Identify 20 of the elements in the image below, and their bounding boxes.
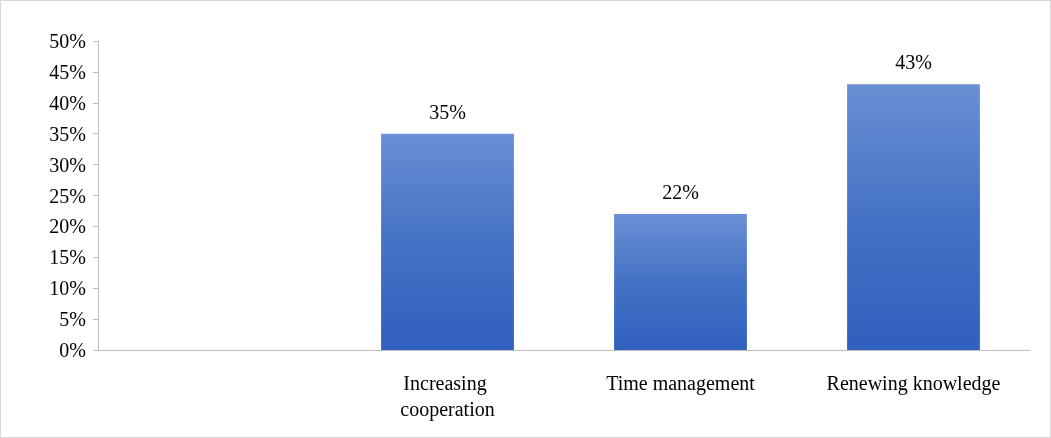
y-tick-label: 5%	[59, 308, 86, 331]
y-tick-label: 20%	[49, 215, 86, 238]
bar	[381, 133, 514, 350]
y-tick-label: 35%	[49, 122, 86, 145]
y-tick-label: 0%	[59, 339, 86, 361]
x-tick-label: Renewing knowledge	[826, 372, 1001, 395]
y-tick-label: 50%	[49, 30, 86, 52]
y-tick-label: 45%	[49, 60, 86, 83]
data-label: 43%	[895, 51, 932, 74]
y-tick-label: 30%	[49, 153, 86, 176]
y-tick-label: 25%	[49, 184, 86, 207]
x-tick-label: Time management	[606, 372, 756, 395]
x-tick-label: Increasing cooperation	[400, 372, 495, 421]
data-label: 35%	[429, 100, 466, 123]
y-tick-label: 10%	[49, 277, 86, 300]
y-tick-label: 15%	[49, 246, 86, 269]
data-label: 22%	[662, 181, 699, 204]
bar	[847, 84, 980, 350]
y-tick-label: 40%	[49, 91, 86, 114]
bar	[614, 214, 747, 350]
